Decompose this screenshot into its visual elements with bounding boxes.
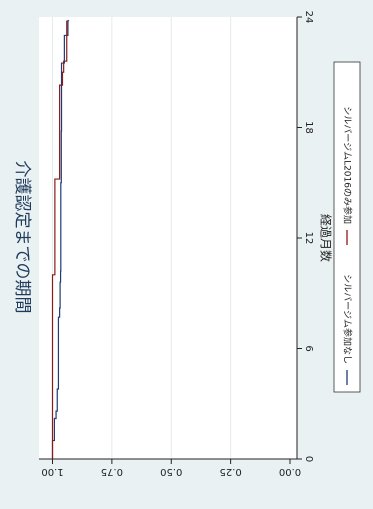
y-tick-label: 0.25 bbox=[219, 466, 241, 477]
legend-box bbox=[333, 61, 361, 393]
y-tick-label: 0.75 bbox=[101, 466, 123, 477]
y-tick-label: 1.00 bbox=[41, 466, 63, 477]
y-tick-label: 0.00 bbox=[279, 466, 301, 477]
x-tick-label: 18 bbox=[303, 121, 314, 134]
y-tick-label: 0.50 bbox=[160, 466, 182, 477]
x-tick-label: 6 bbox=[303, 345, 314, 351]
chart-title: 介護認定までの期間 bbox=[12, 161, 32, 314]
plot-area bbox=[39, 17, 297, 459]
series-line-2 bbox=[51, 20, 68, 459]
x-tick-label: 24 bbox=[303, 11, 314, 24]
x-axis-title: 経過月数 bbox=[319, 214, 334, 262]
legend-label: シルバージム参加なし bbox=[342, 274, 354, 364]
legend-label: シルバージムL2016のみ参加 bbox=[342, 106, 354, 224]
x-tick-label: 0 bbox=[303, 456, 314, 462]
x-tick-label: 12 bbox=[303, 232, 314, 245]
